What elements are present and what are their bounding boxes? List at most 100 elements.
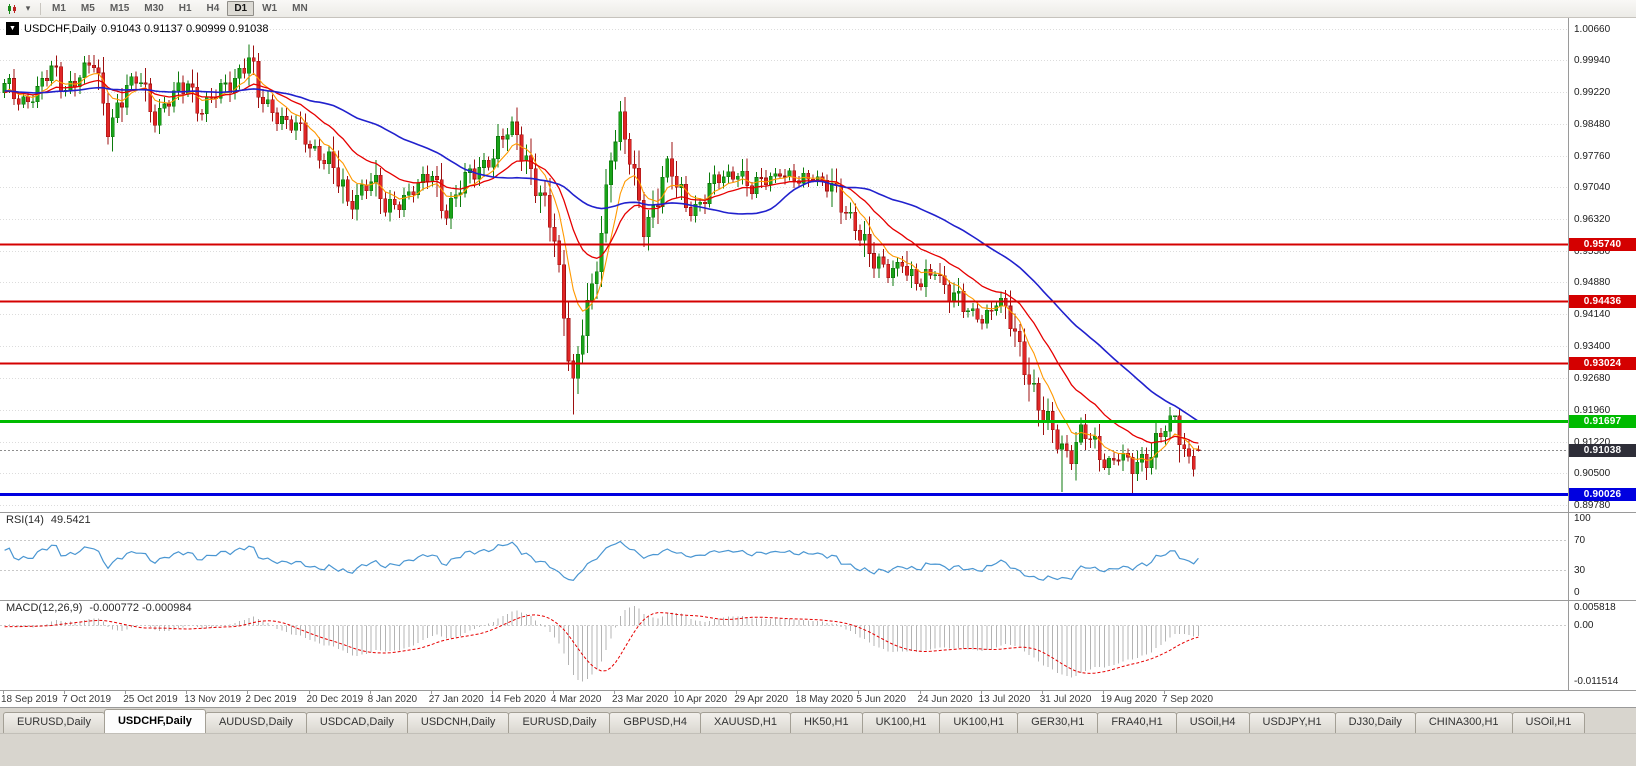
date-tick	[430, 690, 432, 694]
chart-tab-fra40-h1[interactable]: FRA40,H1	[1097, 712, 1177, 733]
chart-type-icon[interactable]	[4, 1, 20, 16]
date-label: 25 Oct 2019	[123, 694, 178, 705]
price-scale[interactable]: 1.00660 0.99940 0.99220 0.98480 0.97760 0.970…	[1568, 18, 1636, 690]
main-chart-canvas[interactable]	[0, 18, 1568, 512]
date-tick	[308, 690, 310, 694]
chart-tab-usdcnh-daily[interactable]: USDCNH,Daily	[406, 712, 510, 733]
macd-scale-label: 0.00	[1574, 620, 1594, 632]
date-label: 2 Dec 2019	[245, 694, 297, 705]
price-line-tag: 0.90026	[1569, 488, 1636, 502]
pane-separator[interactable]	[0, 600, 1636, 601]
main-chart-pane[interactable]: ▼ USDCHF,Daily 0.91043 0.91137 0.90999 0…	[0, 18, 1568, 512]
date-label: 10 Apr 2020	[673, 694, 728, 705]
chart-tab-audusd-daily[interactable]: AUDUSD,Daily	[204, 712, 307, 733]
timeframe-button-m5[interactable]: M5	[80, 3, 95, 14]
timeframe-button-mn[interactable]: MN	[292, 3, 308, 14]
chart-tab-uk100-h1[interactable]: UK100,H1	[861, 712, 941, 733]
mini-candles-glyph	[8, 3, 16, 14]
date-tick	[3, 690, 4, 694]
pane-separator	[0, 690, 1636, 691]
chart-tab-gbpusd-h4[interactable]: GBPUSD,H4	[609, 712, 701, 733]
timeframe-button-m15[interactable]: M15	[109, 3, 130, 14]
price-axis-label: 0.99940	[1574, 55, 1611, 67]
date-tick	[675, 690, 677, 694]
chart-tab-usoil-h4[interactable]: USOil,H4	[1175, 712, 1250, 733]
chart-dropdown-icon[interactable]: ▾	[25, 3, 31, 13]
price-axis-label: 0.93400	[1574, 341, 1611, 353]
chart-tab-china300-h1[interactable]: CHINA300,H1	[1414, 712, 1513, 733]
macd-canvas[interactable]	[0, 600, 1568, 690]
chart-tab-usoil-h1[interactable]: USOil,H1	[1511, 712, 1586, 733]
chart-tab-hk50-h1[interactable]: HK50,H1	[789, 712, 863, 733]
chart-tab-eurusd-daily[interactable]: EURUSD,Daily	[3, 712, 105, 733]
ma-fast-line	[4, 72, 1199, 461]
price-axis-label: 0.91960	[1574, 404, 1611, 416]
date-tick	[125, 690, 127, 694]
date-tick	[736, 690, 738, 694]
timeframe-button-h4[interactable]: H4	[206, 3, 220, 14]
date-label: 13 Nov 2019	[184, 694, 242, 705]
macd-histogram	[4, 606, 1199, 682]
pane-separator[interactable]	[0, 512, 1636, 513]
date-label: 7 Sep 2020	[1161, 694, 1214, 705]
rsi-scale-label: 30	[1574, 564, 1586, 576]
rsi-canvas[interactable]	[0, 512, 1568, 600]
date-label: 24 Jun 2020	[917, 694, 973, 705]
date-tick	[369, 690, 371, 694]
chart-tab-xauusd-h1[interactable]: XAUUSD,H1	[699, 712, 791, 733]
price-line-tag: 0.93024	[1569, 356, 1636, 370]
symbol-dropdown-icon[interactable]: ▼	[6, 22, 19, 35]
date-tick	[64, 690, 66, 694]
timeframe-button-m30[interactable]: M30	[144, 3, 164, 14]
date-label: 29 Apr 2020	[734, 694, 789, 705]
price-axis-label: 0.89780	[1574, 499, 1611, 511]
timeframe-button-h1[interactable]: H1	[178, 3, 192, 14]
timeframe-button-w1[interactable]: W1	[262, 3, 278, 14]
macd-label: MACD(12,26,9) -0.000772 -0.000984	[6, 602, 192, 614]
symbol-name: USDCHF,Daily	[24, 22, 97, 35]
date-label: 18 Sep 2019	[1, 694, 58, 705]
date-tick	[186, 690, 188, 694]
price-axis-label: 0.94880	[1574, 276, 1611, 288]
current-price-tag: 0.91038	[1569, 443, 1636, 457]
macd-title: MACD(12,26,9)	[6, 602, 83, 614]
macd-scale-label: -0.011514	[1574, 676, 1619, 687]
price-line-tag: 0.94436	[1569, 295, 1636, 309]
rsi-pane[interactable]: RSI(14) 49.5421	[0, 512, 1568, 600]
date-tick	[1163, 690, 1165, 694]
price-axis-label: 0.90500	[1574, 468, 1611, 480]
price-axis-label: 0.97040	[1574, 182, 1611, 194]
price-axis-label: 0.96320	[1574, 213, 1611, 225]
date-label: 7 Oct 2019	[62, 694, 112, 705]
chart-tab-eurusd-daily[interactable]: EURUSD,Daily	[508, 712, 611, 733]
price-axis-label: 0.97760	[1574, 150, 1611, 162]
date-label: 13 Jul 2020	[978, 694, 1031, 705]
ma-mid-line	[4, 79, 1199, 444]
candles-layer	[2, 44, 1201, 495]
date-tick	[858, 690, 860, 694]
chart-tab-usdchf-daily[interactable]: USDCHF,Daily	[103, 709, 206, 733]
chart-tab-ger30-h1[interactable]: GER30,H1	[1017, 712, 1099, 733]
date-tick	[614, 690, 615, 694]
rsi-scale-label: 0	[1574, 587, 1580, 598]
chart-tab-bar: EURUSD,Daily USDCHF,Daily AUDUSD,Daily USDC…	[0, 707, 1636, 733]
rsi-line	[4, 540, 1199, 582]
date-tick	[980, 690, 982, 694]
chart-tab-dj30-daily[interactable]: DJ30,Daily	[1334, 712, 1416, 733]
date-axis[interactable]: 18 Sep 2019 7 Oct 2019 25 Oct 2019 13 Nov 2…	[0, 690, 1636, 707]
timeframe-button-m1[interactable]: M1	[52, 3, 66, 14]
date-tick	[247, 690, 249, 694]
timeframe-button-d1[interactable]: D1	[227, 1, 255, 16]
chart-tab-usdjpy-h1[interactable]: USDJPY,H1	[1248, 712, 1336, 733]
chart-tab-uk100-h1[interactable]: UK100,H1	[939, 712, 1019, 733]
date-label: 19 Aug 2020	[1100, 694, 1157, 705]
price-axis-label: 0.99220	[1574, 86, 1611, 98]
price-axis-label: 0.95580	[1574, 245, 1611, 257]
chart-tab-usdcad-daily[interactable]: USDCAD,Daily	[305, 712, 408, 733]
macd-signal-line	[4, 612, 1199, 674]
macd-pane[interactable]: MACD(12,26,9) -0.000772 -0.000984	[0, 600, 1568, 690]
rsi-label: RSI(14) 49.5421	[6, 514, 91, 526]
date-label: 27 Jan 2020	[428, 694, 484, 705]
symbol-ohlc: 0.91043 0.91137 0.90999 0.91038	[101, 22, 269, 35]
price-axis-label: 0.91220	[1574, 436, 1611, 448]
